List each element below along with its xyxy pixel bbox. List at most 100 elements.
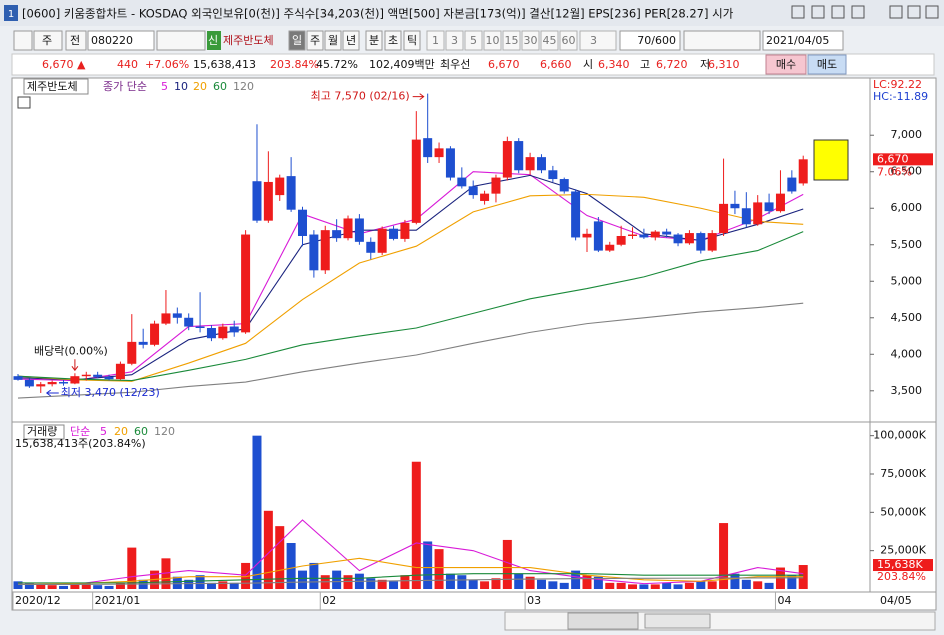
interval[interactable]: 분 — [369, 34, 379, 47]
minute-button[interactable] — [426, 30, 445, 51]
buy-button[interactable] — [765, 54, 807, 75]
period-select[interactable] — [33, 30, 63, 51]
count-box[interactable] — [619, 30, 681, 51]
market-button[interactable] — [65, 30, 87, 51]
minute[interactable]: 30 — [524, 34, 538, 47]
interval-button[interactable] — [403, 30, 421, 51]
icon-buttons[interactable] — [156, 30, 206, 51]
minute-button[interactable] — [445, 30, 464, 51]
scrollbar[interactable] — [504, 611, 936, 631]
candle-body — [377, 228, 387, 253]
minute-button[interactable] — [483, 30, 502, 51]
interval[interactable]: 주 — [310, 34, 320, 47]
interval[interactable]: 월 — [328, 34, 338, 47]
volume-bar — [480, 581, 490, 589]
volume-bar — [548, 581, 558, 589]
volume-bar — [491, 578, 501, 589]
custom-select[interactable] — [579, 30, 617, 51]
candle-body — [263, 181, 273, 221]
low-label: 저 — [700, 58, 710, 71]
volume-bar — [195, 575, 205, 589]
scroll-buttons[interactable] — [567, 612, 639, 630]
title-bar — [0, 0, 944, 26]
grid-icon[interactable] — [17, 96, 31, 109]
candle-body — [684, 233, 694, 244]
minute[interactable]: 60 — [562, 34, 576, 47]
minute[interactable]: 10 — [486, 34, 500, 47]
volume-bar — [582, 575, 592, 589]
candle-body — [423, 138, 433, 158]
legend-entry: 5 — [161, 80, 168, 93]
control[interactable] — [889, 5, 903, 19]
badge — [207, 31, 221, 50]
window-controls[interactable] — [791, 5, 939, 19]
volume-bar — [468, 579, 478, 589]
interval[interactable]: 년 — [346, 34, 356, 47]
custom[interactable]: 3 — [590, 34, 597, 47]
minute[interactable]: 5 — [470, 34, 477, 47]
y-tick-label: 5,500 — [891, 238, 923, 251]
interval[interactable]: 틱 — [407, 34, 417, 47]
minute-button[interactable] — [502, 30, 521, 51]
last-volume-box — [873, 559, 933, 572]
interval-button[interactable] — [324, 30, 342, 51]
legend-entry: 10 — [174, 80, 188, 93]
volume-bar — [263, 510, 273, 589]
control[interactable] — [907, 5, 921, 19]
candle-body — [559, 179, 569, 192]
interval-button[interactable] — [342, 30, 360, 51]
candle-body — [662, 231, 672, 235]
volume-bar — [275, 526, 285, 589]
date-box[interactable] — [762, 30, 844, 51]
icon-button[interactable] — [13, 30, 33, 51]
code-input[interactable] — [87, 30, 155, 51]
last-volume-ratio: 203.84% — [877, 570, 926, 583]
volume-bar — [525, 576, 535, 589]
volume-bar — [81, 583, 91, 589]
interval-button[interactable] — [288, 30, 306, 51]
control[interactable] — [925, 5, 939, 19]
control[interactable] — [851, 5, 865, 19]
candle-body — [741, 208, 751, 225]
candle-body — [514, 141, 524, 171]
interval-button[interactable] — [365, 30, 383, 51]
control[interactable] — [831, 5, 845, 19]
minute[interactable]: 15 — [505, 34, 519, 47]
minute-button[interactable] — [559, 30, 578, 51]
candle-body — [616, 235, 626, 245]
minute[interactable]: 3 — [451, 34, 458, 47]
minute-button[interactable] — [540, 30, 559, 51]
control[interactable] — [791, 5, 805, 19]
candle-body — [730, 203, 740, 209]
scroll-thumb[interactable] — [644, 613, 711, 629]
minute-button[interactable] — [464, 30, 483, 51]
last-change: 7.06% — [877, 165, 912, 178]
sell-button[interactable] — [807, 54, 847, 75]
volume-bar — [115, 582, 125, 589]
volume-bar — [628, 584, 638, 589]
volume-bar — [24, 582, 34, 589]
interval-button[interactable] — [306, 30, 324, 51]
volume-bar — [434, 549, 444, 589]
legend-entry: 20 — [193, 80, 207, 93]
minute[interactable]: 45 — [543, 34, 557, 47]
volume-bar — [673, 584, 683, 589]
legend-entry: 20 — [114, 425, 128, 438]
sell[interactable]: 매도 — [817, 58, 837, 71]
control[interactable] — [811, 5, 825, 19]
interval[interactable]: 일 — [292, 33, 302, 47]
minute[interactable]: 1 — [432, 34, 439, 47]
icon-buttons[interactable] — [683, 30, 761, 51]
amount: 102,409백만 — [369, 58, 435, 71]
candle-body — [104, 376, 114, 380]
interval[interactable]: 초 — [388, 34, 398, 47]
buy[interactable]: 매수 — [776, 58, 796, 71]
annotation: 배당락(0.00%) — [34, 344, 108, 357]
candle-body — [707, 233, 717, 251]
minute-button[interactable] — [521, 30, 540, 51]
candle-body — [445, 148, 455, 178]
quote-bar — [11, 53, 935, 76]
candle-body — [172, 313, 182, 318]
volume-bar — [241, 562, 251, 589]
interval-button[interactable] — [384, 30, 402, 51]
